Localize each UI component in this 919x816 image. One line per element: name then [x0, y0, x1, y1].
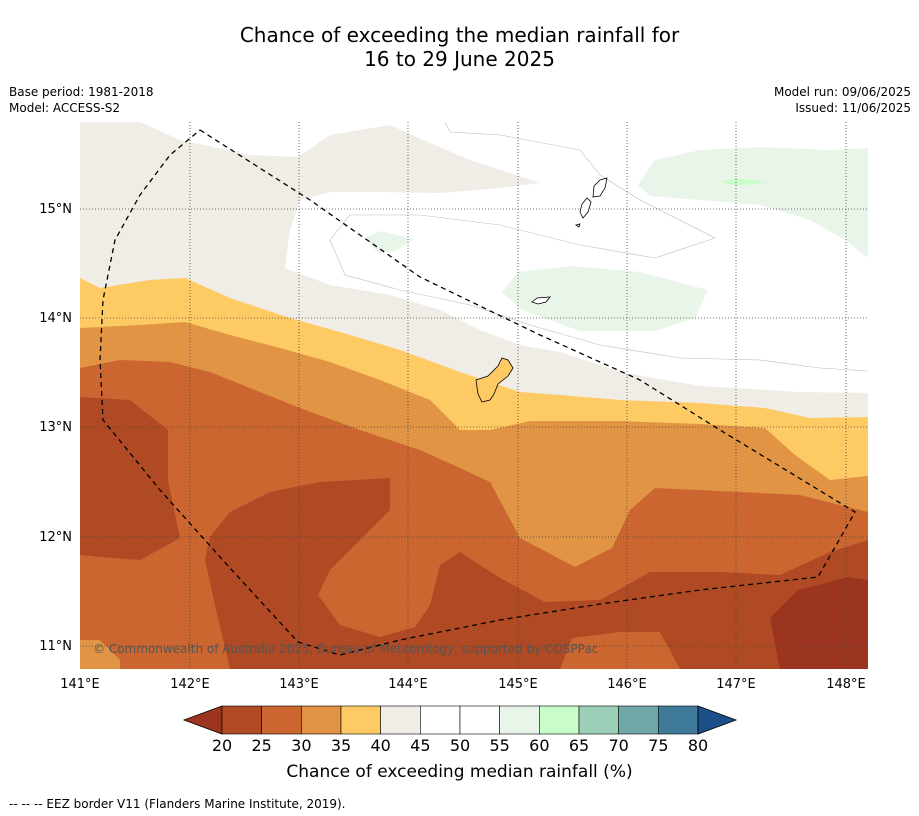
- colorbar-segment: [420, 705, 461, 735]
- colorbar-title: Chance of exceeding median rainfall (%): [286, 762, 633, 782]
- colorbar-tick-label: 25: [251, 736, 272, 755]
- colorbar-tick-label: 45: [410, 736, 431, 755]
- colorbar-segment: [499, 705, 540, 735]
- island-outlines: [475, 177, 608, 403]
- colorbar-segment: [658, 705, 699, 735]
- band-55-60-central: [502, 266, 708, 331]
- colorbar-segment: [539, 705, 580, 735]
- band-30-35-southwest: [80, 640, 120, 669]
- lat-label: 11°N: [39, 639, 72, 654]
- rota-island: [531, 296, 551, 305]
- band-20-25: [80, 397, 868, 669]
- colorbar-tick-label: 65: [568, 736, 590, 755]
- guam-island: [475, 357, 514, 403]
- colorbar-segment: [618, 705, 659, 735]
- colorbar-segment: [340, 705, 381, 735]
- colorbar-segment: [261, 705, 302, 735]
- map-title-line2: 16 to 29 June 2025: [364, 47, 555, 71]
- grid-lines: [80, 122, 868, 669]
- model-run: Model run: 09/06/2025: [773, 85, 911, 99]
- colorbar-tick-label: 80: [687, 736, 709, 755]
- colorbar-tick-label: 60: [529, 736, 550, 755]
- colorbar: [182, 705, 738, 735]
- lon-label: 145°E: [498, 677, 538, 692]
- lon-label: 147°E: [716, 677, 756, 692]
- lat-label: 14°N: [39, 311, 72, 326]
- rainfall-map: © Commonwealth of Australia 2025, Bureau…: [39, 122, 868, 735]
- saipan-island: [592, 177, 608, 198]
- model-name: Model: ACCESS-S2: [9, 101, 121, 115]
- colorbar-segment: [380, 705, 421, 735]
- colorbar-tick-label: 55: [489, 736, 510, 755]
- colorbar-over-arrow: [697, 705, 738, 735]
- band-60-65: [720, 178, 767, 186]
- lon-label: 146°E: [607, 677, 647, 692]
- band-55-60-west: [366, 231, 414, 253]
- colorbar-tick-label: 40: [370, 736, 391, 755]
- lat-label: 15°N: [39, 202, 72, 217]
- band-55-60-east: [638, 147, 868, 258]
- aguijan-island: [575, 223, 581, 228]
- contour-lines: [329, 122, 868, 372]
- colorbar-segment: [221, 705, 262, 735]
- footnote-eez: -- -- -- EEZ border V11 (Flanders Marine…: [9, 797, 346, 811]
- colorbar-tick-label: 30: [291, 736, 312, 755]
- colorbar-segment: [459, 705, 500, 735]
- colorbar-segment: [578, 705, 619, 735]
- base-period: Base period: 1981-2018: [9, 85, 154, 99]
- map-title-line1: Chance of exceeding the median rainfall …: [239, 23, 680, 47]
- lon-label: 148°E: [826, 677, 866, 692]
- lon-label: 144°E: [388, 677, 428, 692]
- map-fill-layer: [80, 122, 868, 669]
- colorbar-tick-label: 70: [608, 736, 629, 755]
- colorbar-tick-label: 75: [648, 736, 669, 755]
- tinian-island: [579, 197, 592, 219]
- eez-border: [99, 129, 856, 656]
- lon-label: 143°E: [279, 677, 319, 692]
- band-25-30-south: [560, 632, 680, 669]
- copyright-text: © Commonwealth of Australia 2025, Bureau…: [93, 642, 598, 656]
- issued-date: Issued: 11/06/2025: [795, 101, 911, 115]
- lon-label: 141°E: [60, 677, 100, 692]
- colorbar-under-arrow: [182, 705, 223, 735]
- colorbar-segment: [301, 705, 342, 735]
- colorbar-tick-label: 35: [330, 736, 352, 755]
- lon-label: 142°E: [170, 677, 210, 692]
- lat-label: 12°N: [39, 530, 72, 545]
- colorbar-tick-label: 50: [449, 736, 471, 755]
- lat-label: 13°N: [39, 420, 72, 435]
- colorbar-tick-label: 20: [211, 736, 233, 755]
